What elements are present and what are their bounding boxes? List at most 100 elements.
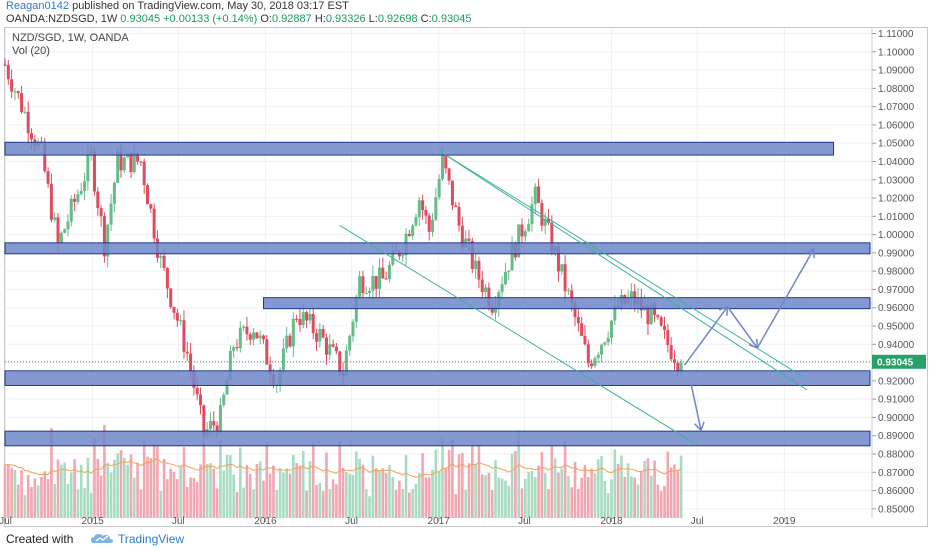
author-link[interactable]: Reagan0142: [6, 0, 70, 12]
y-tick-label: 0.86000: [878, 486, 915, 497]
candle-body: [431, 219, 435, 232]
volume-bar: [553, 458, 557, 518]
volume-bar: [252, 489, 255, 518]
volume-bar: [543, 473, 547, 518]
candle-body: [424, 210, 428, 216]
candle-body: [338, 351, 342, 374]
volume-bar: [408, 492, 411, 518]
candle-body: [324, 337, 328, 355]
candle-body: [248, 334, 252, 340]
candle-body: [30, 133, 34, 140]
y-tick-label: 0.98000: [878, 267, 915, 278]
candle-body: [444, 154, 448, 169]
candle-body: [66, 221, 70, 230]
candle-body: [152, 208, 156, 239]
volume-bar: [679, 455, 683, 518]
volume-bar: [222, 470, 226, 518]
y-tick-label: 0.88000: [878, 450, 915, 461]
volume-bar: [93, 438, 96, 518]
zone-rect: [263, 297, 871, 310]
candle-body: [212, 420, 216, 426]
volume-bar: [215, 488, 219, 518]
volume-bar: [10, 467, 13, 518]
volume-bar: [464, 489, 467, 518]
candle-body: [20, 93, 24, 113]
volume-bar: [106, 462, 110, 518]
candle-body: [262, 335, 266, 340]
candle-body: [421, 200, 425, 211]
volume-bar: [96, 458, 100, 518]
zone-rect: [4, 430, 871, 447]
candle-body: [556, 246, 560, 272]
volume-bar: [656, 484, 660, 518]
volume-bar: [292, 454, 295, 518]
candle-body: [301, 312, 305, 326]
volume-bar: [563, 441, 567, 518]
volume-bar: [540, 452, 544, 518]
candle-body: [354, 296, 358, 322]
tradingview-brand-link[interactable]: TradingView: [118, 532, 185, 546]
candle-body: [344, 350, 348, 376]
volume-bar: [172, 471, 176, 518]
candle-body: [252, 332, 256, 340]
price-chart[interactable]: 1.11000 1.10000 1.09000 1.08000 1.07000 1.060…: [0, 0, 932, 528]
candle-body: [510, 243, 514, 271]
channel-lines[interactable]: [339, 150, 808, 444]
volume-bar: [643, 460, 646, 518]
candle-body: [381, 267, 385, 279]
candle-body: [348, 336, 352, 351]
candle-body: [663, 325, 667, 330]
volume-bar: [60, 464, 63, 518]
volume-bar: [159, 491, 163, 518]
volume-bar: [653, 460, 656, 518]
x-tick-label: 2017: [428, 516, 451, 527]
candle-body: [560, 264, 564, 272]
x-tick-label: Jul: [345, 516, 358, 527]
zone-rect: [4, 242, 871, 255]
candle-body: [208, 420, 212, 430]
volume-bar: [73, 459, 76, 518]
tradingview-cloud-icon: [91, 534, 113, 543]
candle-body: [215, 425, 219, 433]
volume-bar: [258, 461, 262, 518]
candle-body: [520, 224, 524, 237]
volume-bar: [103, 424, 106, 518]
volume-bar: [391, 477, 395, 518]
candle-body: [543, 218, 547, 226]
candle-body: [295, 318, 299, 320]
candle-body: [629, 291, 633, 298]
volume-bar: [176, 479, 179, 518]
support-resistance-zones[interactable]: [4, 141, 871, 447]
volume-legend: Vol (20): [12, 45, 50, 57]
candle-body: [537, 186, 541, 203]
candle-body: [331, 344, 335, 347]
candle-body: [232, 347, 236, 351]
volume-bar: [142, 440, 146, 518]
volume-bar: [89, 492, 93, 518]
volume-bar: [328, 489, 332, 518]
candle-body: [92, 151, 96, 192]
y-tick-label: 1.04000: [878, 157, 915, 168]
open-value: 0.92887: [272, 13, 312, 25]
candle-body: [503, 271, 507, 285]
candle-body: [218, 404, 222, 433]
volume-bar: [487, 472, 491, 518]
high-label: H:: [314, 13, 326, 25]
y-tick-label: 1.10000: [878, 47, 915, 58]
publish-line: Reagan0142 published on TradingView.com,…: [6, 0, 349, 13]
volume-bar: [189, 477, 192, 518]
volume-bar: [457, 454, 461, 518]
volume-bar: [623, 476, 627, 518]
volume-bar: [444, 467, 448, 518]
candle-body: [298, 318, 302, 326]
volume-bar: [235, 492, 239, 518]
y-tick-label: 0.95000: [878, 322, 915, 333]
projection-arrows[interactable]: [683, 248, 815, 432]
candle-body: [132, 153, 136, 173]
candle-body: [139, 161, 143, 163]
candle-body: [268, 364, 272, 375]
candle-body: [566, 290, 570, 292]
candle-body: [590, 363, 594, 367]
volume-bar: [596, 459, 600, 518]
volume-bar: [593, 473, 597, 518]
